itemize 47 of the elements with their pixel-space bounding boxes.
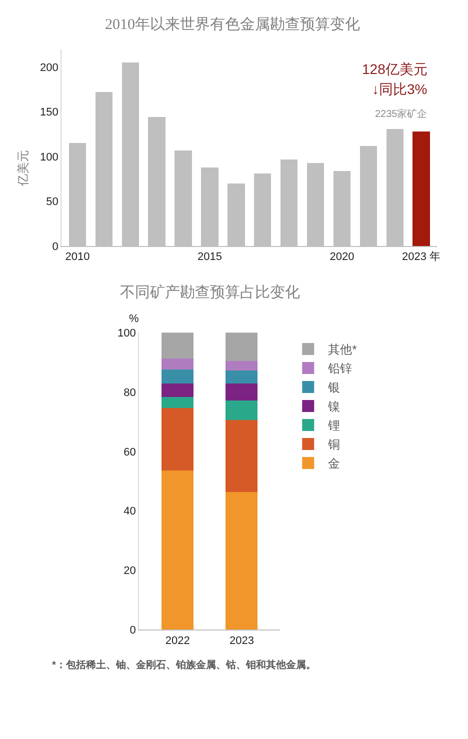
y-tick-label: 40	[124, 506, 136, 518]
y-tick-label: 20	[124, 565, 136, 578]
legend-label: 锂	[327, 418, 340, 433]
x-tick-label: 2015	[197, 251, 222, 264]
y-tick-label: 50	[46, 196, 58, 208]
legend-label: 金	[328, 456, 340, 471]
legend-label: 铅锌	[327, 362, 352, 376]
annotation: 2235家矿企	[375, 108, 428, 120]
legend-label: 银	[327, 380, 340, 395]
bar	[162, 397, 194, 408]
bar	[162, 358, 194, 370]
legend-label: 镍	[327, 400, 340, 414]
annotation: ↓同比3%	[372, 81, 428, 97]
bar	[226, 370, 258, 384]
bar	[162, 383, 194, 398]
y-tick-label: 80	[124, 386, 136, 399]
bar	[162, 369, 194, 384]
bar	[226, 420, 258, 492]
bar	[226, 492, 258, 630]
bar	[226, 332, 258, 361]
x-tick-label: 2023 年	[402, 251, 441, 264]
chart-title: 2010年以来世界有色金属勘查预算变化	[105, 16, 360, 33]
bar	[162, 332, 194, 359]
y-tick-label: 150	[40, 106, 58, 119]
bar	[162, 408, 194, 471]
bar	[412, 132, 430, 246]
y-tick-label: 0	[130, 624, 136, 637]
legend-label: 其他*	[328, 342, 358, 357]
x-tick-label: 2020	[330, 251, 354, 264]
x-tick-label: 2010	[65, 251, 90, 264]
chart-title: 不同矿产勘查预算占比变化	[120, 284, 300, 301]
y-tick-label: 200	[40, 62, 58, 74]
y-tick-label: 60	[124, 446, 136, 458]
y-axis-title: 亿美元	[16, 150, 30, 188]
x-tick-label: 2023	[229, 634, 254, 647]
y-tick-label: 100	[40, 151, 58, 164]
annotation: 128亿美元	[362, 61, 428, 77]
y-axis-title: %	[129, 313, 139, 325]
bar	[226, 360, 258, 370]
bar	[226, 400, 258, 420]
y-tick-label: 0	[52, 240, 58, 253]
bar	[226, 383, 258, 401]
x-tick-label: 2022	[165, 634, 190, 647]
y-tick-label: 100	[118, 327, 136, 340]
bar	[162, 470, 194, 630]
legend-label: 铜	[327, 438, 340, 452]
text: *：包括稀土、铀、金刚石、铂族金属、钴、钼和其他金属。	[52, 659, 316, 671]
